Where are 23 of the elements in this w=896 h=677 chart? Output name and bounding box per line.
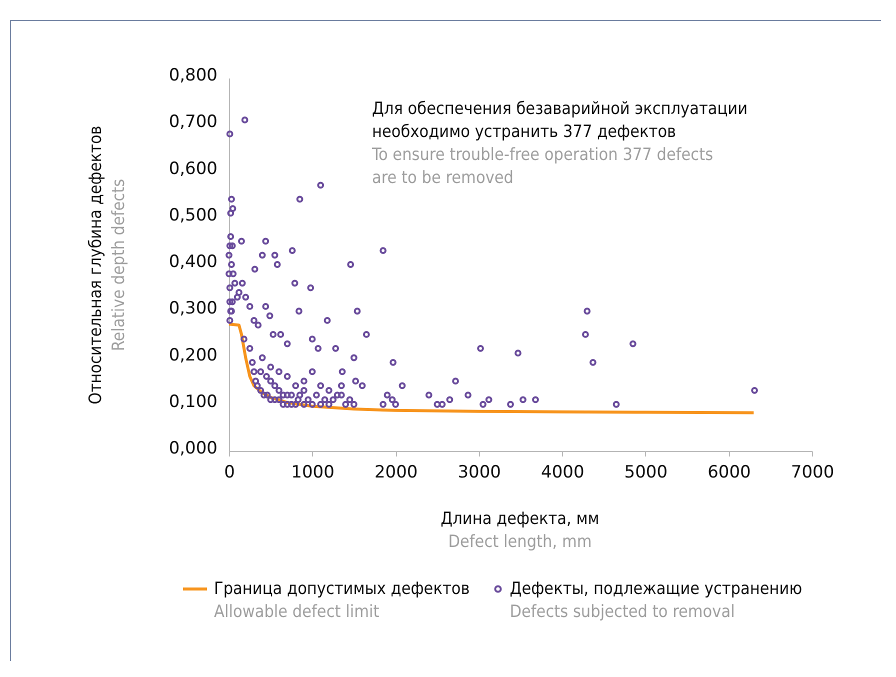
y-axis-title: Относительная глубина дефектов Relative depth defects: [85, 126, 130, 404]
x-axis-title: Длина дефекта, мм Defect length, mm: [440, 508, 600, 554]
x-tick-label: 7000: [790, 462, 834, 482]
x-tick-label: 3000: [458, 462, 501, 482]
x-tick-label: 2000: [374, 462, 418, 482]
y-tick-label: 0,400: [168, 252, 218, 272]
x-tick-label: 0: [224, 462, 235, 482]
y-tick-label: 0,600: [168, 158, 218, 179]
y-tick-label: 0,100: [168, 392, 218, 412]
y-tick-label: 0,200: [168, 345, 218, 366]
x-tick-label: 1000: [291, 462, 334, 482]
annotation: Для обеспечения безаварийной эксплуатации необходимо устранить 377 дефектов: [372, 98, 748, 144]
legend-label: Граница допустимых дефектов Allowable defect limit: [214, 578, 470, 624]
y-tick-label: 0,800: [168, 66, 218, 86]
legend-label: Дефекты, подлежащие устранению Defects subjected to removal: [510, 578, 802, 624]
x-tick-label: 6000: [708, 462, 751, 482]
y-tick-label: 0,000: [168, 438, 218, 458]
y-tick-label: 0,500: [168, 205, 218, 226]
y-tick-label: 0,700: [168, 112, 218, 132]
y-tick-label: 0,300: [168, 298, 218, 319]
annotation: To ensure trouble-free operation 377 defects are to be removed: [372, 144, 714, 190]
x-tick-label: 4000: [541, 462, 584, 482]
x-tick-label: 5000: [624, 462, 668, 482]
